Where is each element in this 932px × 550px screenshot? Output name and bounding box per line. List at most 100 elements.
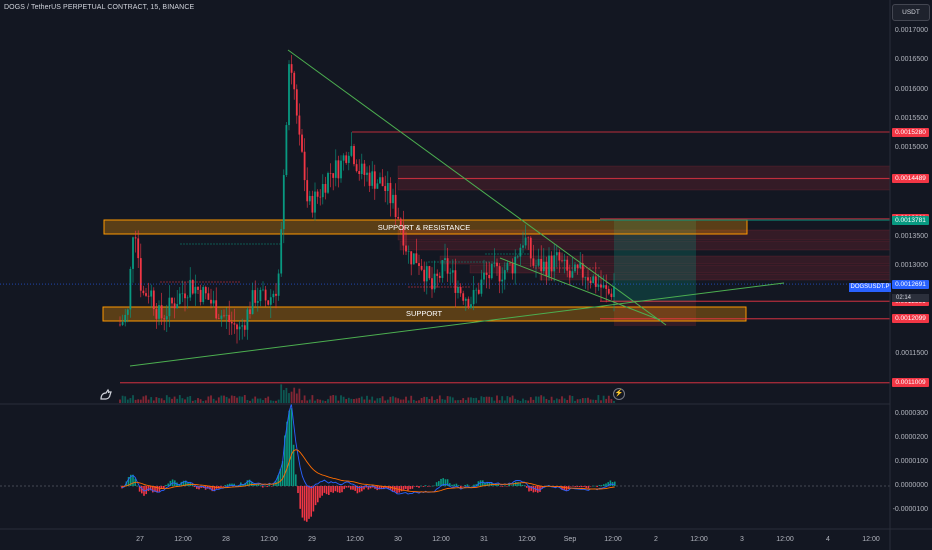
price-tag: 0.0011009 bbox=[892, 378, 929, 388]
candle bbox=[316, 191, 319, 197]
histogram-bar bbox=[449, 483, 451, 486]
volume-bar bbox=[568, 395, 571, 403]
histogram-bar bbox=[541, 486, 543, 489]
candle bbox=[171, 297, 173, 304]
candle bbox=[613, 286, 615, 298]
histogram-bar bbox=[614, 481, 616, 486]
candle bbox=[207, 293, 210, 300]
volume-bar bbox=[142, 396, 145, 403]
volume-bar bbox=[511, 395, 514, 403]
histogram-bar bbox=[160, 486, 163, 489]
tradingview-logo-icon[interactable] bbox=[98, 386, 114, 402]
volume-bar bbox=[553, 400, 556, 403]
candle bbox=[540, 258, 543, 272]
volume-bar bbox=[394, 397, 397, 403]
histogram-bar bbox=[323, 486, 326, 493]
candle bbox=[470, 304, 472, 308]
volume-bar bbox=[376, 398, 379, 403]
support-zone bbox=[102, 306, 747, 322]
histogram-bar bbox=[229, 483, 231, 486]
volume-bar bbox=[124, 396, 127, 403]
histogram-bar bbox=[257, 484, 260, 486]
candle bbox=[584, 277, 587, 278]
volume-bar bbox=[228, 398, 231, 403]
volume-bar bbox=[605, 398, 608, 403]
histogram-bar bbox=[420, 485, 422, 487]
price-axis-label: 0.0017000 bbox=[894, 27, 928, 34]
candle bbox=[223, 315, 225, 317]
histogram-bar bbox=[451, 484, 453, 486]
histogram-bar bbox=[585, 486, 587, 488]
volume-bar bbox=[558, 399, 561, 403]
time-axis-label: Sep bbox=[563, 536, 577, 543]
volume-bar bbox=[215, 400, 218, 403]
signal-line bbox=[121, 449, 615, 493]
histogram-bar bbox=[567, 486, 570, 490]
histogram-bar bbox=[363, 486, 365, 490]
volume-bar bbox=[477, 400, 480, 403]
price-tag: 0.0014489 bbox=[892, 173, 929, 183]
histogram-bar bbox=[429, 486, 431, 487]
histogram-bar bbox=[424, 485, 427, 486]
volume-bar bbox=[480, 396, 483, 403]
time-axis-label: 12:00 bbox=[518, 536, 536, 543]
candle bbox=[506, 262, 509, 271]
time-axis-label: 12:00 bbox=[346, 536, 364, 543]
volume-bar bbox=[355, 398, 358, 403]
histogram-bar bbox=[358, 486, 361, 493]
candle bbox=[542, 261, 545, 272]
candle bbox=[256, 301, 259, 303]
volume-bar bbox=[256, 398, 259, 403]
histogram-bar bbox=[209, 486, 211, 490]
price-tag: 0.0012099 bbox=[892, 314, 929, 324]
candle bbox=[485, 272, 488, 275]
histogram-bar bbox=[537, 486, 539, 493]
volume-bar bbox=[519, 400, 522, 403]
histogram-bar bbox=[508, 484, 510, 486]
histogram-bar bbox=[589, 486, 592, 487]
histogram-bar bbox=[356, 486, 359, 494]
volume-bar bbox=[589, 399, 592, 403]
candle bbox=[168, 297, 171, 317]
histogram-bar bbox=[319, 486, 321, 498]
volume-bar bbox=[373, 400, 376, 403]
histogram-bar bbox=[345, 486, 348, 488]
candle bbox=[594, 276, 597, 287]
volume-bar bbox=[389, 396, 392, 403]
candle bbox=[441, 260, 444, 278]
volume-bar bbox=[449, 396, 452, 403]
volume-bar bbox=[592, 399, 595, 403]
stop-zone bbox=[614, 302, 696, 326]
histogram-bar bbox=[347, 486, 350, 488]
candle bbox=[132, 237, 134, 269]
candle bbox=[160, 305, 163, 319]
candle bbox=[264, 289, 267, 301]
histogram-bar bbox=[479, 480, 482, 486]
price-tag: 0.0013781 bbox=[892, 215, 929, 225]
volume-bar bbox=[459, 400, 462, 403]
candle bbox=[126, 309, 129, 315]
histogram-bar bbox=[266, 486, 268, 487]
volume-bar bbox=[202, 400, 205, 403]
candle bbox=[509, 262, 511, 264]
histogram-bar bbox=[286, 421, 288, 486]
volume-bar bbox=[561, 396, 563, 403]
histogram-bar bbox=[284, 435, 286, 486]
volume-bar bbox=[308, 399, 311, 403]
histogram-bar bbox=[493, 485, 495, 486]
candle bbox=[298, 115, 301, 135]
lightning-icon[interactable]: ⚡ bbox=[613, 388, 625, 400]
volume-bar bbox=[516, 399, 519, 403]
candle bbox=[519, 247, 522, 257]
candle bbox=[238, 326, 241, 330]
candle bbox=[178, 293, 181, 305]
volume-bar bbox=[342, 396, 345, 403]
candle bbox=[589, 280, 592, 284]
volume-bar bbox=[555, 398, 558, 403]
volume-bar bbox=[485, 396, 488, 403]
currency-button[interactable]: USDT bbox=[892, 4, 930, 21]
candle bbox=[194, 286, 197, 294]
candle bbox=[308, 195, 311, 202]
volume-bar bbox=[412, 399, 415, 403]
